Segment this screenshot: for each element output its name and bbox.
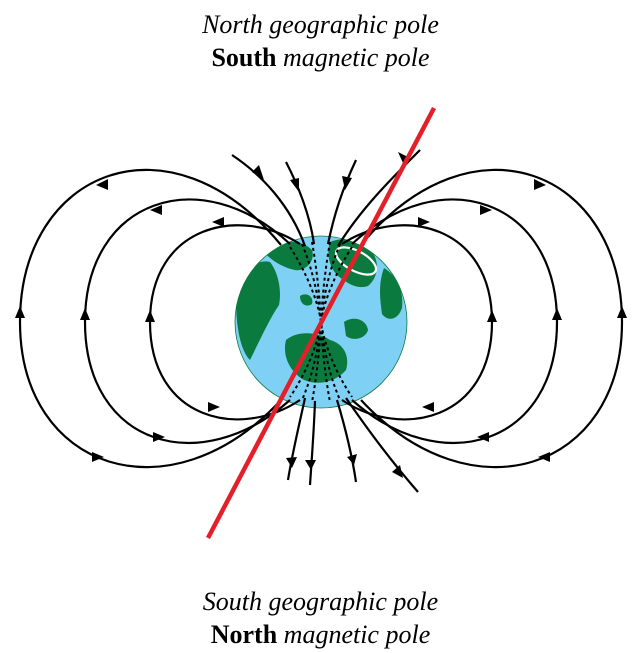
- north-magnetic-pole-label: North magnetic pole: [0, 618, 641, 651]
- bottom-pole-label: South geographic pole North magnetic pol…: [0, 585, 641, 651]
- magnetic-pole-suffix: magnetic pole: [276, 43, 430, 72]
- south-geographic-pole-label: South geographic pole: [202, 587, 439, 616]
- field-arrows: [15, 152, 627, 478]
- north-geographic-pole-label: North geographic pole: [202, 10, 439, 39]
- external-field-lines: [18, 149, 624, 493]
- south-magnetic-pole-label: South magnetic pole: [0, 41, 641, 74]
- magnetic-pole-suffix: magnetic pole: [277, 620, 431, 649]
- magnetic-pole-name: North: [210, 620, 278, 649]
- magnetic-pole-name: South: [211, 43, 277, 72]
- top-pole-label: North geographic pole South magnetic pol…: [0, 8, 641, 74]
- rotation-axis: [206, 106, 436, 540]
